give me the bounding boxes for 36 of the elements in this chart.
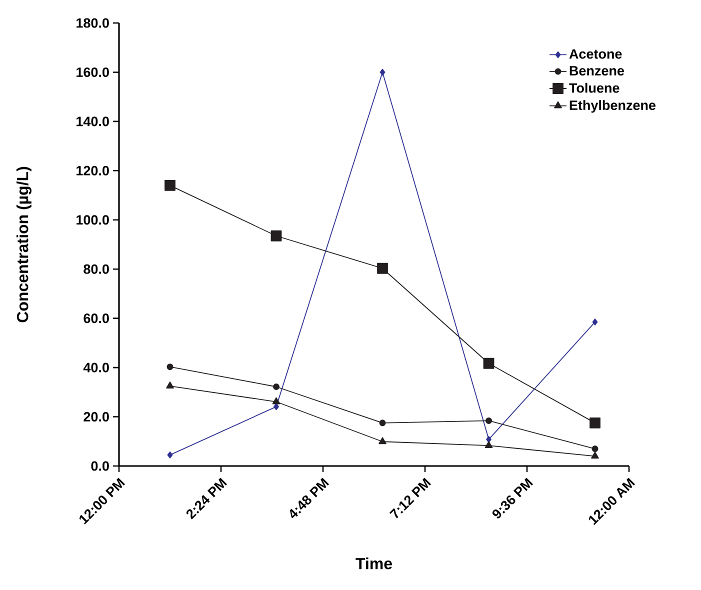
y-tick-label: 140.0 [76, 116, 109, 126]
point [164, 180, 176, 191]
point [486, 417, 492, 424]
y-tick-label: 120.0 [76, 166, 109, 176]
legend-label: Toluene [569, 82, 620, 93]
y-tick-label: 160.0 [76, 67, 109, 77]
legend-label: Acetone [569, 49, 622, 59]
point [167, 451, 173, 458]
y-tick-label: 60.0 [84, 314, 109, 324]
point [377, 262, 388, 274]
point [380, 68, 386, 76]
point [166, 364, 174, 370]
point [379, 420, 386, 426]
point [484, 441, 493, 448]
point [486, 436, 492, 443]
y-tick-label: 40.0 [83, 362, 109, 372]
y-tick-label: 80.0 [84, 264, 109, 274]
y-tick-label: 180.0 [76, 18, 109, 28]
point [274, 403, 279, 410]
point [591, 452, 599, 459]
y-tick-label: 20.0 [84, 412, 109, 422]
legend-label: Benzene [570, 66, 624, 76]
point [592, 318, 598, 326]
point [272, 397, 280, 404]
point [483, 358, 494, 369]
point [270, 230, 282, 242]
point [166, 382, 174, 388]
point [590, 417, 600, 428]
legend-label: Ethylbenzene [570, 100, 656, 113]
point [273, 384, 280, 390]
point [378, 437, 386, 444]
y-axis-title: Concentration (µg/L) [16, 166, 32, 322]
x-axis-title: Time [356, 558, 392, 570]
y-tick-label: 0.0 [91, 461, 109, 471]
y-tick-label: 100.0 [76, 215, 109, 225]
point [592, 446, 598, 452]
